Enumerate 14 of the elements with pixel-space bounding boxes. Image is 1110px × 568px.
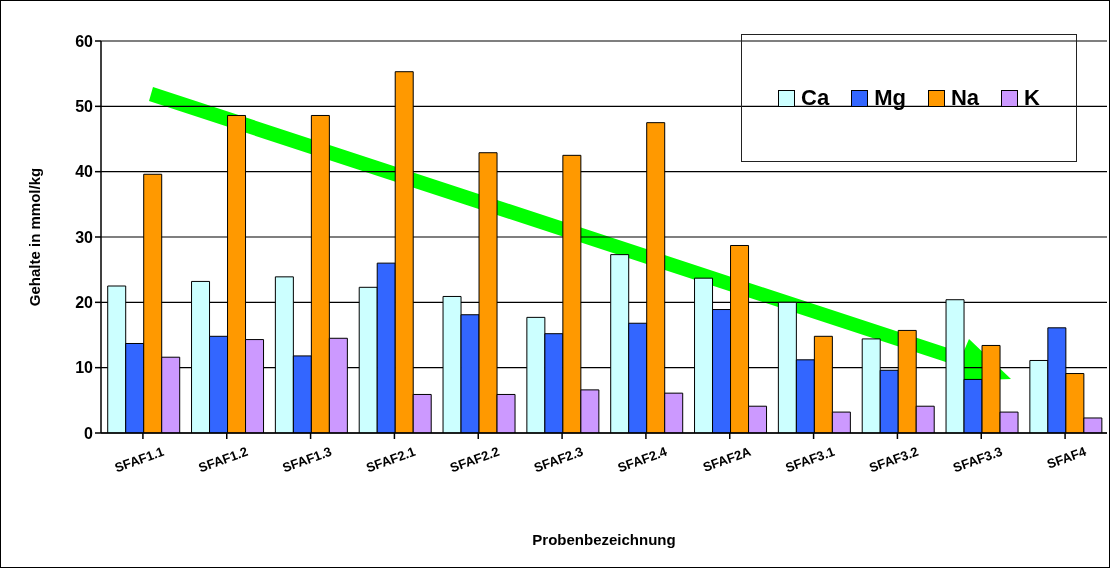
legend-label: Na	[949, 85, 980, 111]
y-tick-label: 20	[75, 294, 94, 312]
legend-label: Mg	[873, 85, 906, 111]
y-tick-label: 30	[75, 228, 94, 246]
y-tick-label: 0	[84, 424, 94, 442]
legend-label: Ca	[800, 85, 830, 111]
y-tick-label: 60	[75, 32, 94, 50]
y-tick-label: 40	[75, 163, 94, 181]
y-axis-title: Gehalte in mmol/kg	[26, 167, 44, 307]
y-tick-label: 10	[75, 359, 94, 377]
x-tick-label: SFAF4	[1044, 443, 1089, 472]
legend-label: K	[1023, 85, 1040, 111]
x-axis-title: Probenbezeichnung	[532, 531, 676, 548]
y-tick-label: 50	[75, 98, 94, 116]
